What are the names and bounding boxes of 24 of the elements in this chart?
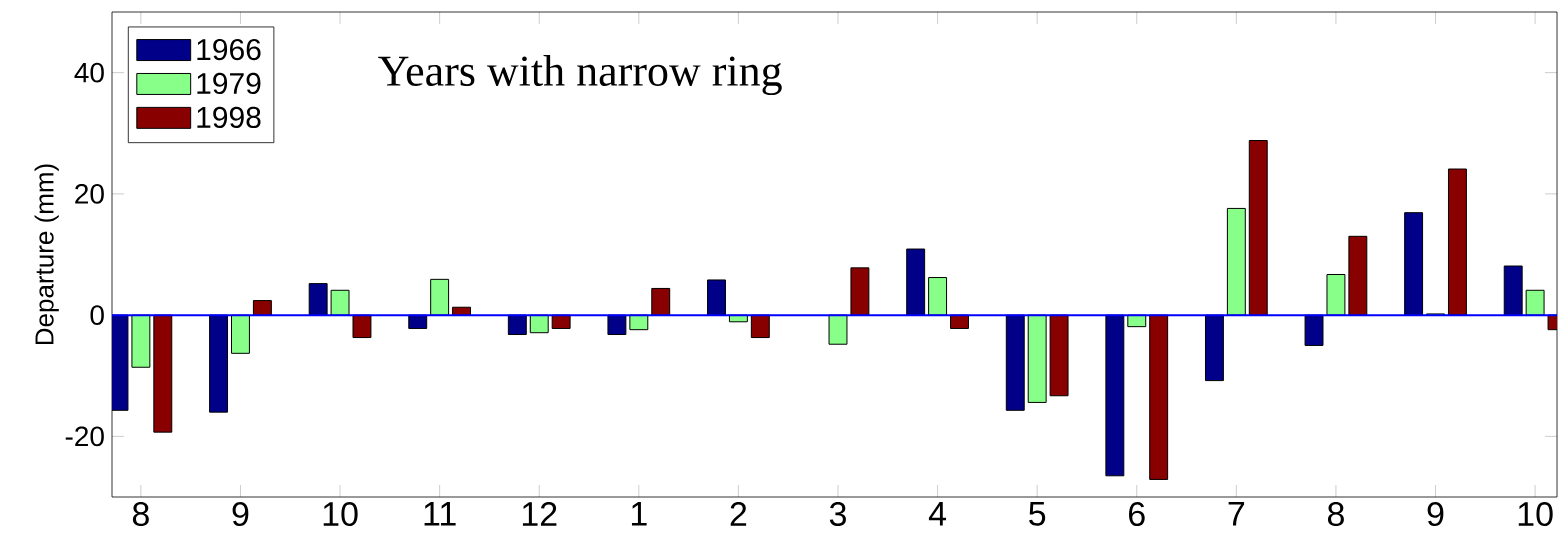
x-tick-label: 8 <box>132 502 149 527</box>
legend-label: 1998 <box>197 106 261 128</box>
y-tick-label: 0 <box>90 305 104 326</box>
legend-label: 1966 <box>197 38 261 61</box>
x-tick-label: 1 <box>631 502 647 526</box>
x-tick-label: 10 <box>1518 502 1553 527</box>
y-axis-title: Departure (mm) <box>34 164 59 345</box>
x-tick-label: 2 <box>730 502 747 526</box>
x-tick-label: 11 <box>424 502 456 526</box>
y-tick-label: -20 <box>65 426 104 447</box>
x-tick-label: 6 <box>1129 502 1145 527</box>
x-tick-label: 5 <box>1029 502 1046 526</box>
legend-label: 1979 <box>197 72 261 95</box>
x-tick-label: 7 <box>1228 502 1245 526</box>
x-tick-label: 8 <box>1327 502 1344 527</box>
y-tick-label: 20 <box>75 183 104 204</box>
annotation: Years with narrow ring <box>378 55 782 96</box>
y-tick-label: 40 <box>74 62 104 83</box>
x-tick-label: 3 <box>829 502 846 527</box>
x-tick-label: 9 <box>232 502 249 527</box>
x-tick-label: 10 <box>323 502 358 527</box>
x-tick-label: 12 <box>522 502 557 526</box>
x-tick-label: 9 <box>1427 502 1444 527</box>
x-tick-label: 4 <box>928 502 947 526</box>
